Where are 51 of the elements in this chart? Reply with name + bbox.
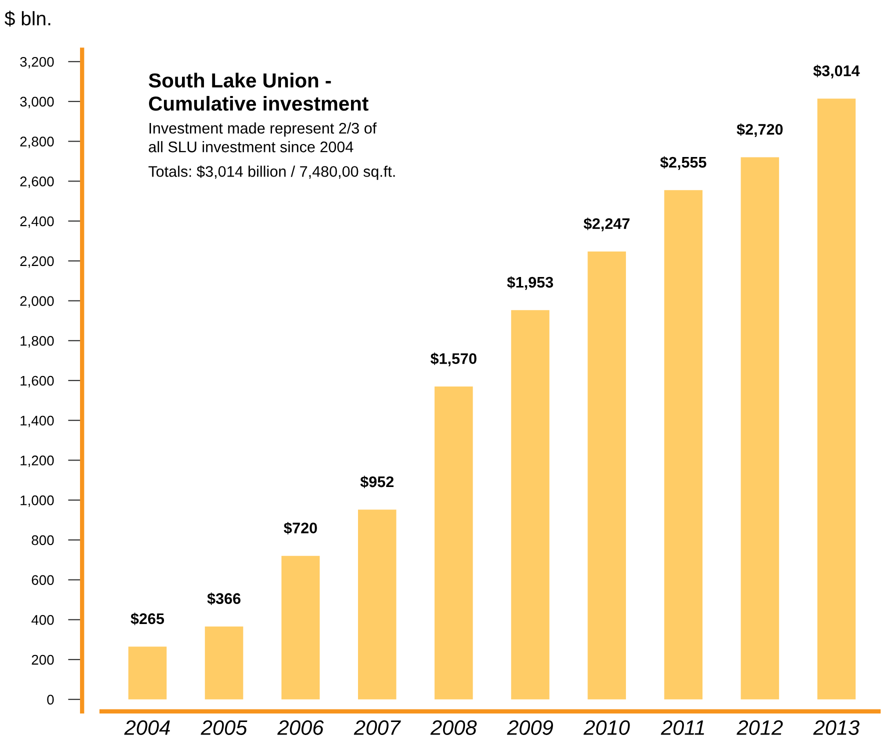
y-tick-label: 0 [47, 694, 54, 705]
y-tick-label: 2,600 [20, 176, 54, 188]
annotation: Totals: $3,014 billion / 7,480,00 sq.ft. [148, 165, 395, 180]
data-label: $2,247 [584, 218, 630, 232]
x-tick-label: 2004 [124, 720, 170, 735]
bar [511, 310, 550, 700]
y-tick-label: 3,000 [20, 96, 54, 108]
y-axis-title: $ bln. [4, 10, 50, 27]
data-label: $1,570 [430, 352, 476, 366]
y-tick-label: 2,000 [20, 296, 54, 308]
data-label: $720 [284, 522, 317, 534]
y-tick-label: 1,600 [20, 376, 54, 388]
x-tick-label: 2013 [813, 720, 860, 735]
y-tick-label: 1,200 [20, 456, 54, 468]
bar [358, 510, 396, 700]
y-tick-label: 1,800 [20, 336, 54, 348]
y-tick-label: 2,400 [20, 216, 54, 228]
x-tick-label: 2012 [736, 720, 783, 735]
y-tick-label: 3,200 [20, 56, 54, 68]
data-label: $366 [207, 592, 240, 605]
bar [281, 556, 320, 700]
y-tick-label: 400 [31, 615, 54, 625]
bar [817, 98, 856, 700]
bar [664, 190, 703, 700]
y-tick-label: 1,000 [20, 495, 54, 507]
x-tick-label: 2011 [660, 720, 704, 735]
text: South Lake Union - Cumulative investment [148, 72, 368, 111]
x-tick-label: 2005 [200, 720, 248, 735]
y-tick-label: 200 [32, 654, 54, 665]
bar [588, 252, 626, 700]
x-tick-label: 2006 [277, 720, 324, 735]
y-tick-label: 2,200 [20, 256, 54, 268]
bar [740, 157, 780, 700]
data-label: $265 [130, 612, 164, 626]
data-label: $1,953 [507, 276, 554, 290]
y-tick-label: 1,400 [20, 416, 54, 428]
text: Investment made represent 2/3 of all SLU investment since 2004 [148, 122, 377, 152]
x-tick-label: 2007 [354, 720, 401, 735]
y-tick-label: 800 [32, 535, 54, 546]
data-label: $952 [360, 476, 394, 488]
x-tick-label: 2010 [584, 720, 630, 735]
bar [204, 626, 244, 700]
y-tick-label: 2,800 [20, 136, 54, 148]
x-tick-label: 2008 [430, 720, 477, 735]
y-tick-label: 600 [32, 575, 54, 585]
bar [128, 646, 167, 700]
data-label: $2,720 [736, 123, 783, 138]
data-label: $3,014 [813, 64, 860, 78]
x-tick-label: 2009 [506, 720, 554, 735]
bar [434, 386, 473, 700]
data-label: $2,555 [660, 156, 706, 170]
